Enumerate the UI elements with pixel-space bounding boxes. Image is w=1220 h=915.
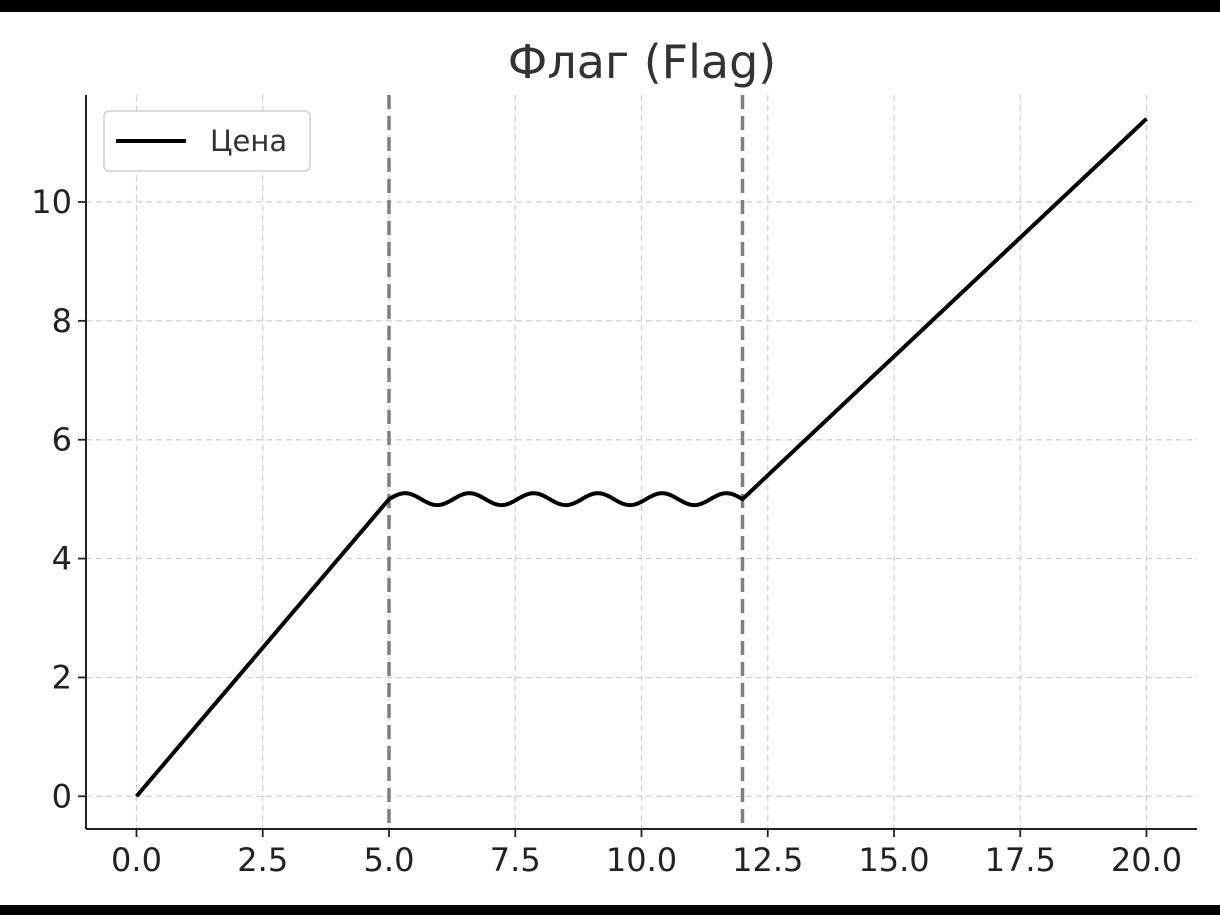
chart-title: Флаг (Flag) [508, 35, 777, 89]
x-tick-label: 20.0 [1111, 841, 1182, 879]
x-tick-label: 7.5 [490, 841, 541, 879]
series-layer [134, 117, 1148, 798]
x-tick-label: 2.5 [237, 841, 288, 879]
legend-label: Цена [210, 124, 287, 158]
grid [86, 95, 1197, 829]
x-tick-label: 10.0 [606, 841, 677, 879]
y-tick-label: 0 [52, 777, 72, 815]
y-tick-label: 8 [52, 302, 72, 340]
y-tick-label: 10 [31, 183, 72, 221]
legend: Цена [103, 110, 311, 172]
vertical-markers [387, 95, 745, 829]
y-tick-label: 6 [52, 421, 72, 459]
x-axis-ticks: 0.0 2.5 5.0 7.5 10.0 12.5 15.0 17.5 20.0 [111, 829, 1182, 879]
x-tick-label: 0.0 [111, 841, 162, 879]
x-tick-label: 17.5 [985, 841, 1056, 879]
x-tick-label: 5.0 [364, 841, 415, 879]
price-line [134, 117, 1148, 798]
x-tick-label: 12.5 [732, 841, 803, 879]
y-tick-label: 2 [52, 658, 72, 696]
y-tick-label: 4 [52, 540, 72, 578]
legend-box [103, 110, 311, 172]
y-axis-ticks: 0 2 4 6 8 10 [31, 183, 86, 815]
x-tick-label: 15.0 [858, 841, 929, 879]
